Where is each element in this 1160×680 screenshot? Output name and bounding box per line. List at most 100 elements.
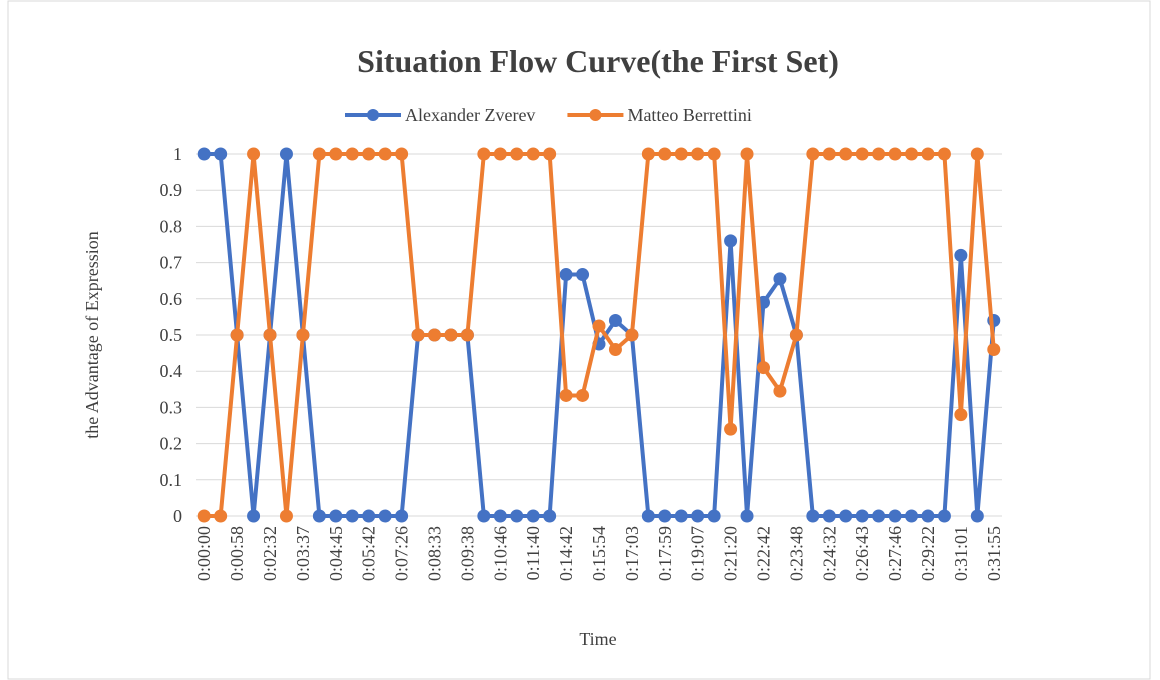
x-tick-label: 0:09:38 — [457, 526, 477, 581]
data-point — [510, 147, 524, 161]
data-point — [526, 509, 540, 523]
x-tick-label: 0:08:33 — [425, 526, 445, 581]
data-point — [279, 147, 293, 161]
data-point — [888, 147, 902, 161]
y-tick-label: 0.7 — [160, 253, 183, 273]
data-point — [362, 147, 376, 161]
data-point — [279, 509, 293, 523]
x-tick-label: 0:10:46 — [490, 526, 510, 581]
x-tick-label: 0:17:59 — [655, 526, 675, 581]
y-tick-label: 0.5 — [160, 325, 183, 345]
data-point — [625, 328, 639, 342]
data-point — [707, 147, 721, 161]
x-tick-label: 0:11:40 — [523, 526, 543, 580]
data-point — [806, 509, 820, 523]
data-point — [263, 328, 277, 342]
data-point — [543, 509, 557, 523]
data-point — [773, 384, 787, 398]
data-point — [674, 147, 688, 161]
x-tick-label: 0:27:46 — [885, 526, 905, 581]
data-point — [345, 509, 359, 523]
data-point — [822, 509, 836, 523]
x-tick-label: 0:05:42 — [359, 526, 379, 581]
data-point — [493, 147, 507, 161]
data-point — [312, 147, 326, 161]
y-axis-label: the Advantage of Expression — [82, 231, 102, 438]
data-point — [395, 509, 409, 523]
data-point — [493, 509, 507, 523]
data-point — [477, 509, 491, 523]
x-tick-label: 0:21:20 — [721, 526, 741, 581]
x-tick-label: 0:07:26 — [392, 526, 412, 581]
data-point — [822, 147, 836, 161]
x-tick-label: 0:03:37 — [293, 526, 313, 581]
x-tick-label: 0:23:48 — [786, 526, 806, 581]
data-point — [855, 147, 869, 161]
data-point — [576, 388, 590, 402]
data-point — [214, 147, 228, 161]
y-tick-label: 0 — [173, 506, 182, 526]
data-point — [247, 509, 261, 523]
x-tick-label: 0:31:55 — [984, 526, 1004, 581]
data-point — [510, 509, 524, 523]
data-point — [839, 147, 853, 161]
x-tick-label: 0:29:22 — [918, 526, 938, 581]
data-point — [707, 509, 721, 523]
data-point — [329, 509, 343, 523]
data-point — [378, 509, 392, 523]
y-tick-label: 0.3 — [160, 397, 183, 417]
data-point — [987, 342, 1001, 356]
data-point — [691, 509, 705, 523]
data-point — [658, 509, 672, 523]
chart-title: Situation Flow Curve(the First Set) — [357, 43, 839, 79]
data-point — [641, 509, 655, 523]
legend-marker — [367, 109, 379, 121]
data-point — [888, 509, 902, 523]
data-point — [937, 509, 951, 523]
data-point — [362, 509, 376, 523]
x-tick-label: 0:15:54 — [589, 526, 609, 581]
x-tick-label: 0:14:42 — [556, 526, 576, 581]
data-point — [905, 147, 919, 161]
x-tick-label: 0:22:42 — [753, 526, 773, 581]
data-point — [329, 147, 343, 161]
data-point — [444, 328, 458, 342]
y-tick-label: 0.2 — [160, 434, 183, 454]
data-point — [641, 147, 655, 161]
data-point — [839, 509, 853, 523]
data-point — [411, 328, 425, 342]
data-point — [954, 408, 968, 422]
data-point — [806, 147, 820, 161]
data-point — [460, 328, 474, 342]
data-point — [576, 268, 590, 282]
x-tick-label: 0:02:32 — [260, 526, 280, 581]
data-point — [608, 314, 622, 328]
data-point — [674, 509, 688, 523]
data-point — [559, 268, 573, 282]
x-tick-label: 0:31:01 — [951, 526, 971, 581]
data-point — [724, 234, 738, 248]
x-tick-label: 0:00:58 — [227, 526, 247, 581]
data-point — [937, 147, 951, 161]
data-point — [658, 147, 672, 161]
data-point — [872, 147, 886, 161]
x-tick-label: 0:00:00 — [194, 526, 214, 581]
data-point — [247, 147, 261, 161]
y-tick-label: 0.4 — [160, 361, 183, 381]
x-tick-label: 0:26:43 — [852, 526, 872, 581]
data-point — [345, 147, 359, 161]
data-point — [477, 147, 491, 161]
data-point — [395, 147, 409, 161]
data-point — [197, 509, 211, 523]
data-point — [789, 328, 803, 342]
data-point — [428, 328, 442, 342]
data-point — [905, 509, 919, 523]
data-point — [592, 319, 606, 333]
data-point — [756, 361, 770, 375]
data-point — [559, 388, 573, 402]
data-point — [197, 147, 211, 161]
legend-label: Alexander Zverev — [405, 105, 535, 125]
data-point — [214, 509, 228, 523]
data-point — [921, 509, 935, 523]
